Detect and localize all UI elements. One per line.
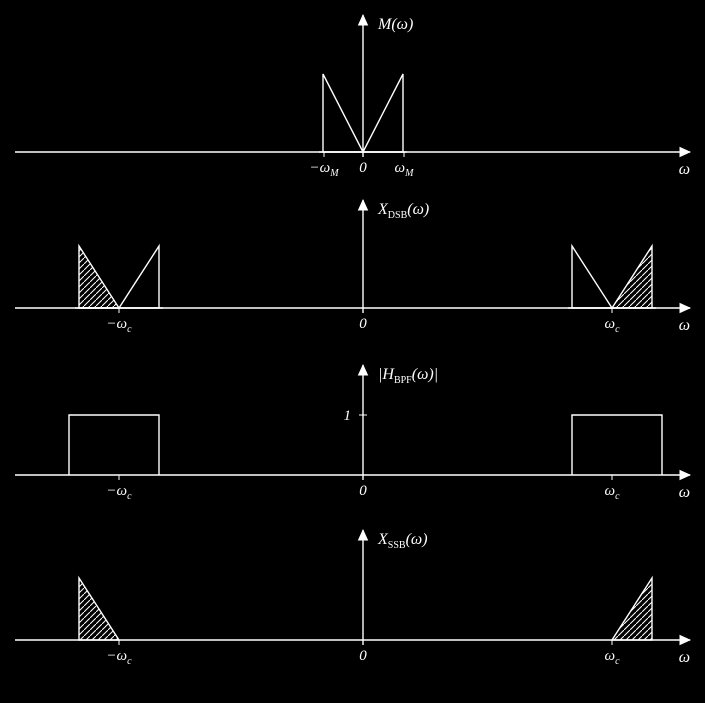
svg-text:M(ω): M(ω)	[377, 16, 413, 33]
svg-text:0: 0	[359, 648, 367, 664]
svg-text:−ωc: −ωc	[106, 648, 132, 667]
svg-text:1: 1	[344, 408, 352, 424]
svg-text:ω: ω	[679, 649, 690, 666]
svg-text:ω: ω	[679, 484, 690, 501]
svg-text:ω: ω	[679, 161, 690, 178]
svg-text:0: 0	[359, 483, 367, 499]
svg-text:XSSB(ω): XSSB(ω)	[377, 531, 428, 551]
svg-text:ωc: ωc	[604, 316, 620, 335]
svg-text:XDSB(ω): XDSB(ω)	[377, 201, 429, 221]
svg-text:ω: ω	[679, 317, 690, 334]
svg-text:−ωc: −ωc	[106, 483, 132, 502]
svg-text:ωM: ωM	[395, 160, 415, 179]
svg-text:ωc: ωc	[604, 483, 620, 502]
svg-text:ωc: ωc	[604, 648, 620, 667]
svg-text:−ωM: −ωM	[309, 160, 339, 179]
svg-text:0: 0	[359, 160, 367, 176]
svg-text:0: 0	[359, 316, 367, 332]
svg-text:|HBPF(ω)|: |HBPF(ω)|	[378, 366, 438, 386]
svg-text:−ωc: −ωc	[106, 316, 132, 335]
